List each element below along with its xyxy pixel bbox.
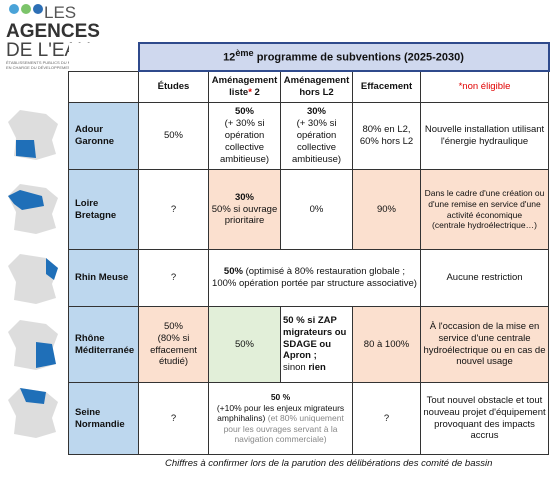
cell-part: 50% [234,106,254,118]
cell: 50 % si ZAP migrateurs ou SDAGE ou Apron… [280,306,353,383]
cell-part: (+ 30% si opération collective ambitieus… [291,118,342,165]
region: Seine Normandie [68,382,139,455]
cell-part: 30% [306,106,326,118]
map [8,388,58,438]
region: Rhin Meuse [68,249,139,307]
cell: Aucune restriction [420,249,549,307]
header-part: 2 [251,87,260,98]
cell-part: (+10% pour les enjeux migrateurs amphiha… [216,402,345,424]
cell-part: sinon [283,362,309,374]
cell: ? [138,382,209,455]
header-row: Études Aménagement liste* 2 Aménagement … [68,70,549,103]
row: Adour Garonne 50% 50% (+ 30% si opération… [68,102,549,170]
header-part: * [248,87,252,98]
cell: 0% [280,169,353,250]
cell: Dans le cadre d'une création ou d'une re… [420,169,549,250]
cell-part: 50% [163,320,183,332]
map [8,254,58,304]
cell: Nouvelle installation utilisant l'énergi… [420,102,549,170]
region: Loire Bretagne [68,169,139,250]
cell: 50% (80% si effacement étudié) [138,306,209,383]
title-part: ème [235,48,254,59]
header-part: Aménagement liste [211,75,278,98]
cell: ? [138,169,209,250]
cell-part: Dans le cadre d'une création ou d'une re… [424,188,545,220]
cell-part: 50 % [270,391,291,402]
region: Rhône Méditerranée [68,306,139,383]
column-header: Aménagement liste* 2 [208,70,281,103]
cell: 30% 50% si ouvrage prioritaire [208,169,281,250]
column-header: Aménagement hors L2 [280,70,353,103]
subsidy-table: 12ème programme de subventions (2025-203… [68,42,550,455]
cell-part: (et 80% uniquement pour les ouvrages ser… [223,413,344,445]
cell: À l'occasion de la mise en service d'une… [420,306,549,383]
logo-tagline: ÉTABLISSEMENTS PUBLICS DU MINISTÈRE [6,60,90,65]
cell: ? [352,382,421,455]
map [8,184,58,234]
cell: 50% (+ 30% si opération collective ambiti… [208,102,281,170]
cell: 50% (optimisé à 80% restauration globale… [208,249,421,307]
title-part: 12 [223,51,236,64]
row: Rhin Meuse ? 50% (optimisé à 80% restaur… [68,249,549,307]
logo-drop [33,4,43,14]
cell-part: rien [308,362,326,374]
column-header: Études [138,70,209,103]
table-title: 12ème programme de subventions (2025-203… [137,42,550,72]
cell: 50% [138,102,209,170]
cell-part: 50% si ouvrage prioritaire [211,203,278,227]
cell: 80% en L2, 60% hors L2 [352,102,421,170]
region-maps [8,110,58,438]
cell: ? [138,249,209,307]
cell: 80 à 100% [352,306,421,383]
column-header: *non éligible [420,70,549,103]
cell-part: 50% [223,266,243,278]
row: Rhône Méditerranée 50% (80% si effacement… [68,306,549,383]
cell-part: 50 % si ZAP migrateurs ou SDAGE ou Apron… [283,314,347,362]
logo-drop [21,4,31,14]
cell: 90% [352,169,421,250]
logo-drop [9,4,19,14]
title-part: programme de subventions (2025-2030) [253,51,464,64]
logo-line: LES [44,3,76,22]
cell: 50% [208,306,281,383]
cell-part: 30% [234,191,254,203]
region: Adour Garonne [68,102,139,170]
cell-part: (centrale hydroélectrique…) [432,220,537,231]
column-header: Effacement [352,70,421,103]
logo-tagline: EN CHARGE DU DÉVELOPPEMENT DURABLE [6,65,94,70]
title-row: 12ème programme de subventions (2025-203… [68,42,550,72]
logo-line: AGENCES [6,21,100,42]
map [8,110,58,160]
row: Seine Normandie ? 50 % (+10% pour les enj… [68,382,549,455]
footnote: Chiffres à confirmer lors de la parution… [165,458,493,469]
row: Loire Bretagne ? 30% 50% si ouvrage prior… [68,169,549,250]
cell-part: (optimisé à 80% restauration globale ; 1… [212,266,417,289]
map [8,320,58,370]
cell-part: (80% si effacement étudié) [150,332,197,368]
cell: 50 % (+10% pour les enjeux migrateurs amp… [208,382,353,455]
cell: 30% (+ 30% si opération collective ambiti… [280,102,353,170]
cell-part: (+ 30% si opération collective ambitieus… [219,118,270,165]
cell: Tout nouvel obstacle et tout nouveau pro… [420,382,549,455]
